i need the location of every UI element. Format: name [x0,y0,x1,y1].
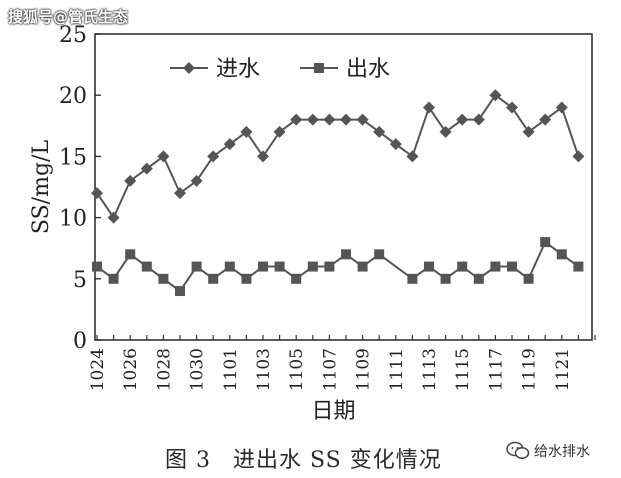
series-1-point [456,113,469,126]
y-tick-label: 25 [59,23,87,48]
series-1-point [506,101,518,114]
x-tick-label: 1111 [387,348,407,391]
series-1-point [522,125,535,138]
series-1-point [439,125,452,138]
series-1-point [174,187,186,200]
series-1-point [140,162,153,175]
x-tick-label: 1103 [254,348,274,391]
y-tick-label: 5 [73,268,87,293]
figure-number: 图 3 [165,448,211,473]
series-2-point [258,261,268,272]
series-1-point [356,113,369,126]
series-1-point [107,211,120,224]
series-2-point [507,261,517,272]
series-1-point [290,113,303,126]
series-1-point [389,138,402,151]
series-line-2 [96,240,579,293]
series-2-point [374,249,385,260]
x-tick-label: 1107 [320,348,340,391]
watermark: 搜狐号@管氏生态 [8,8,129,26]
figure-title: 进出水 SS 变化情况 [233,448,442,473]
series-1-point [406,150,419,163]
series-2-point [92,261,102,272]
series-2-point [274,261,285,272]
series-2-point [556,249,567,260]
series-2-point [440,273,451,284]
series-1-point [340,113,352,126]
series-2-point [523,273,534,284]
plot-frame [94,33,593,341]
series-2-point [141,261,152,272]
series-2-point [457,261,468,272]
series-2-point [473,273,484,284]
legend-label-1: 进水 [216,57,260,82]
series-2-point [540,237,551,248]
series-2-point [191,261,202,272]
y-tick-label: 15 [59,145,87,170]
x-tick-label: 1117 [486,348,506,391]
x-tick-label: 1026 [121,348,141,391]
series-1-point [539,113,552,126]
series-2-point [307,261,318,272]
y-tick-label: 0 [73,329,87,354]
series-2-point [424,261,434,272]
series-1-point [223,138,236,151]
x-tick-label: 1121 [553,348,573,391]
series-1-point [489,89,502,102]
series-2-point [175,286,185,297]
series-1-point [555,101,568,114]
series-2-point [158,273,169,284]
series-1-point [572,150,585,163]
y-tick-label: 10 [59,207,87,232]
x-tick-label: 1119 [520,348,540,391]
series-1-point [157,150,170,163]
series-1-point [190,174,203,187]
legend-marker-2 [314,63,324,73]
series-2-point [291,273,302,284]
series-1-point [423,101,435,114]
series-1-point [306,113,319,126]
x-tick-label: 1101 [221,348,241,391]
x-tick-label: 1109 [354,348,374,391]
series-1-point [91,187,103,200]
wechat-icon [506,441,530,459]
series-1-point [323,113,336,126]
series-2-point [241,273,252,284]
y-tick-label: 20 [59,84,87,109]
series-1-point [207,150,220,163]
series-1-point [472,113,485,126]
series-2-point [341,249,351,260]
x-tick-label: 1115 [453,348,473,391]
series-2-point [208,273,219,284]
series-2-point [573,261,584,272]
x-tick-label: 1113 [420,348,440,391]
series-2-point [407,273,418,284]
series-2-point [324,261,335,272]
legend-label-2: 出水 [346,57,390,82]
x-tick-label: 1028 [154,348,174,391]
source-badge: 给水排水 [506,438,590,464]
series-2-point [108,273,119,284]
series-1-point [124,174,137,187]
x-tick-label: 1024 [88,348,108,391]
series-2-point [125,249,136,260]
x-tick-label: 1105 [287,348,307,391]
series-1-point [373,125,386,138]
x-axis-title: 日期 [311,399,355,424]
legend-marker-1 [183,62,195,74]
y-axis-title: SS/mg/L [29,140,54,235]
x-tick-label: 1030 [188,348,208,391]
series-1-point [257,150,269,163]
series-2-point [490,261,501,272]
series-1-point [240,125,253,138]
badge-text: 给水排水 [534,444,590,460]
figure-caption: 图 3 进出水 SS 变化情况 [165,442,442,474]
series-1-point [273,125,286,138]
series-2-point [357,261,368,272]
series-2-point [224,261,235,272]
